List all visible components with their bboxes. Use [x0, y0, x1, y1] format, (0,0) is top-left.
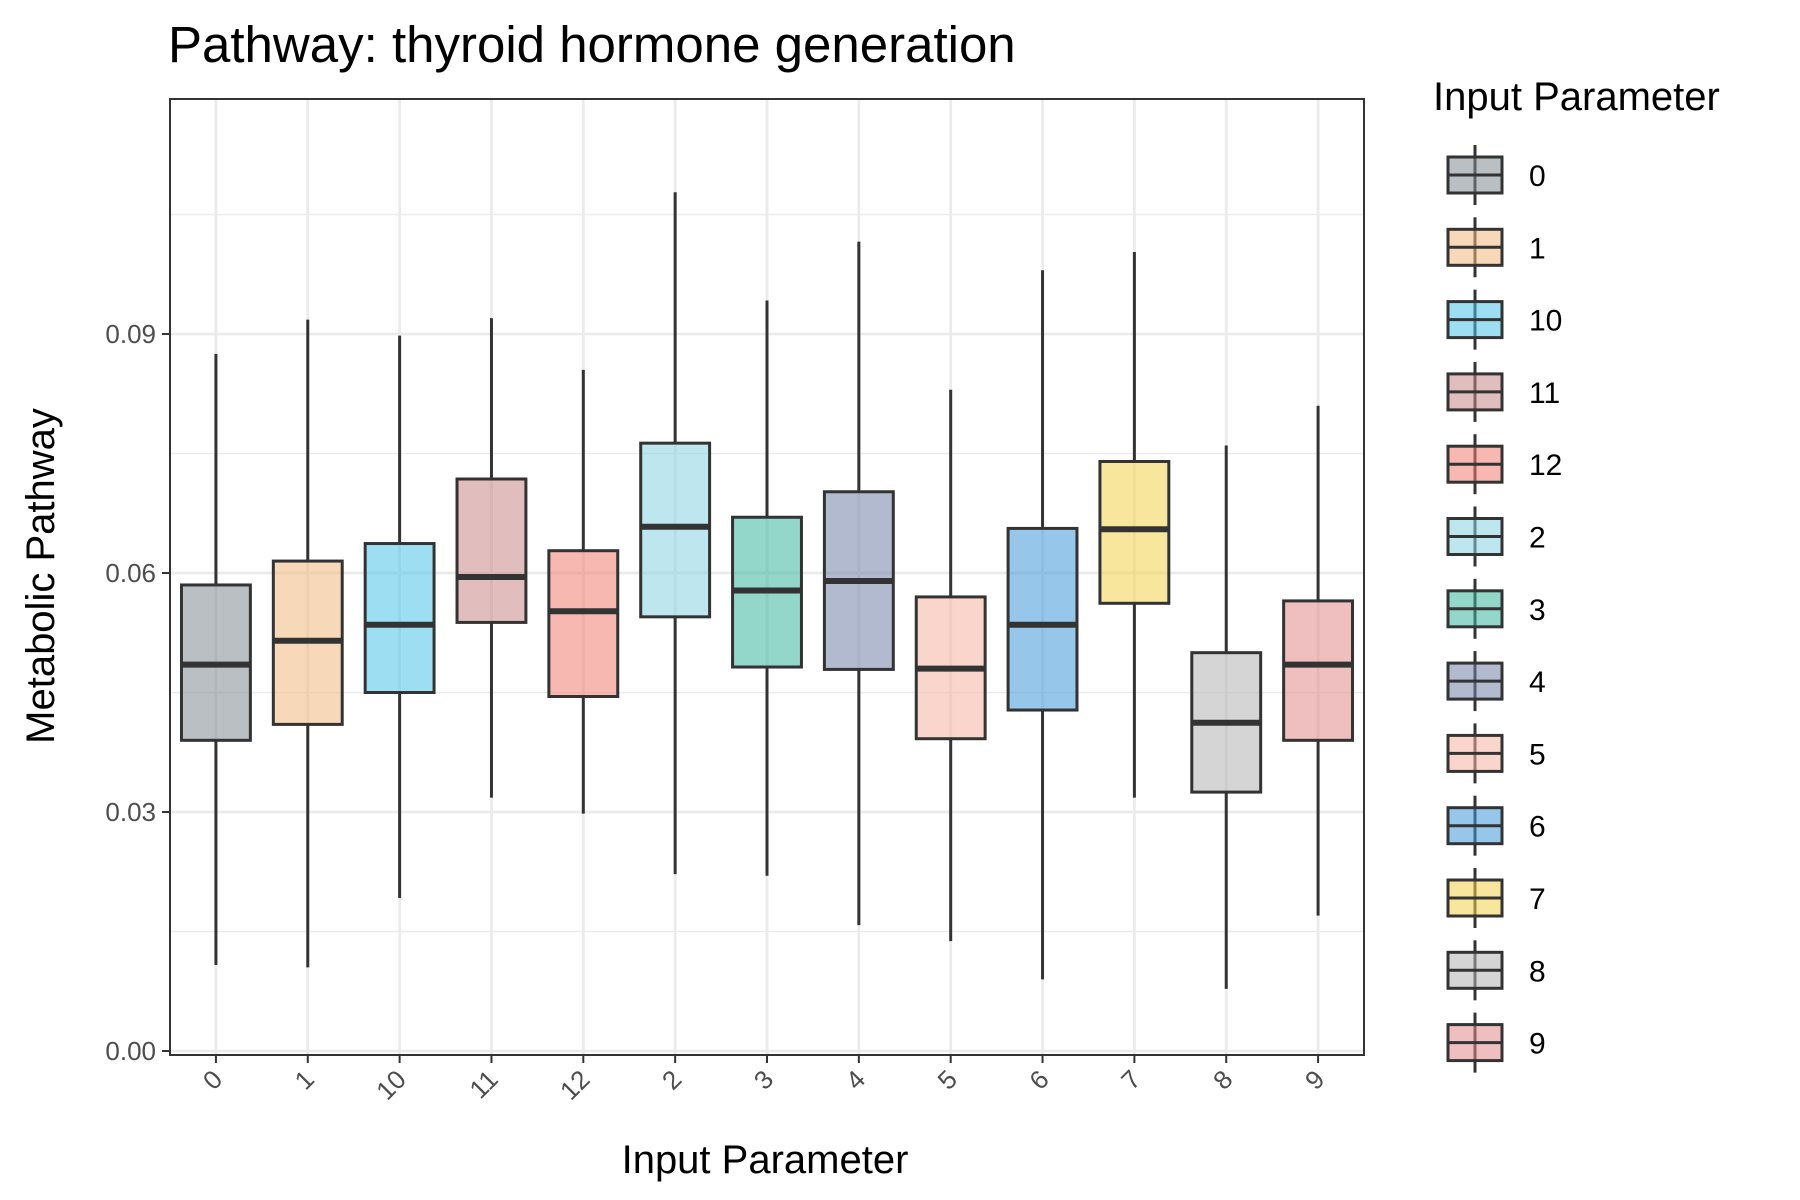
x-tick-label: 2 [656, 1064, 687, 1095]
x-tick-label: 6 [1023, 1064, 1054, 1095]
x-tick-label: 12 [554, 1064, 596, 1106]
x-tick-label: 5 [931, 1064, 962, 1095]
boxplot-9 [1282, 405, 1355, 916]
boxplot-6 [1006, 270, 1079, 980]
x-tick-label: 8 [1207, 1064, 1238, 1095]
legend-item-4: 4 [1446, 651, 1546, 712]
boxplot-0 [179, 353, 252, 965]
boxplot-12 [547, 369, 620, 814]
boxplot-2 [639, 192, 712, 875]
legend-item-6: 6 [1446, 795, 1546, 856]
x-tick-label: 10 [370, 1064, 412, 1106]
x-tick-label: 3 [748, 1064, 779, 1095]
chart-title: Pathway: thyroid hormone generation [168, 16, 1016, 73]
boxplot-7 [1098, 251, 1171, 798]
x-tick-label: 9 [1299, 1064, 1330, 1095]
boxplot-5 [914, 389, 987, 942]
legend-label: 12 [1529, 449, 1562, 482]
legend-item-0: 0 [1446, 145, 1546, 205]
y-tick-label: 0.03 [105, 797, 156, 827]
legend-item-10: 10 [1446, 289, 1562, 350]
legend-title: Input Parameter [1433, 75, 1720, 119]
legend-item-9: 9 [1446, 1012, 1546, 1073]
legend-label: 10 [1529, 305, 1562, 338]
legend-item-5: 5 [1446, 723, 1546, 784]
legend-label: 9 [1529, 1028, 1546, 1061]
boxplot-8 [1190, 445, 1263, 989]
y-axis-title: Metabolic Pathway [19, 408, 63, 744]
y-tick-label: 0.06 [105, 558, 156, 588]
x-tick-label: 1 [289, 1064, 320, 1095]
box-iqr [547, 549, 620, 699]
legend-label: 11 [1529, 377, 1560, 410]
legend-label: 4 [1529, 666, 1546, 699]
y-tick-label: 0.09 [105, 319, 156, 349]
x-tick-label: 11 [463, 1064, 503, 1104]
legend-item-8: 8 [1446, 940, 1546, 1001]
legend-item-3: 3 [1446, 578, 1546, 639]
boxplot-4 [822, 241, 895, 926]
boxplot-3 [731, 300, 803, 876]
legend-label: 8 [1529, 955, 1546, 988]
legend-item-12: 12 [1446, 434, 1562, 495]
boxplot-1 [271, 319, 344, 968]
legend-label: 7 [1529, 883, 1546, 916]
boxplot-10 [363, 335, 436, 899]
box-iqr [1098, 459, 1171, 605]
x-tick-label: 4 [840, 1064, 871, 1095]
legend-label: 0 [1529, 160, 1546, 193]
box-iqr [1282, 599, 1355, 742]
x-tick-label: 7 [1115, 1064, 1146, 1095]
boxplot-11 [455, 318, 528, 798]
box-iqr [363, 542, 436, 695]
legend-item-11: 11 [1446, 361, 1560, 422]
legend-label: 1 [1529, 232, 1546, 265]
legend-item-2: 2 [1446, 506, 1546, 567]
x-axis-title: Input Parameter [622, 1138, 909, 1182]
legend: 0 1 10 11 12 2 3 4 5 6 7 8 9 [1446, 145, 1562, 1073]
legend-label: 5 [1529, 738, 1546, 771]
boxes [179, 192, 1355, 989]
x-tick-label: 0 [197, 1064, 228, 1095]
box-iqr [1006, 526, 1079, 712]
legend-label: 6 [1529, 811, 1546, 844]
box-iqr [455, 477, 528, 624]
legend-item-1: 1 [1446, 217, 1546, 278]
legend-label: 3 [1529, 594, 1546, 627]
legend-item-7: 7 [1446, 868, 1546, 928]
legend-label: 2 [1529, 522, 1546, 555]
box-iqr [639, 441, 712, 619]
y-tick-label: 0.00 [105, 1036, 156, 1066]
